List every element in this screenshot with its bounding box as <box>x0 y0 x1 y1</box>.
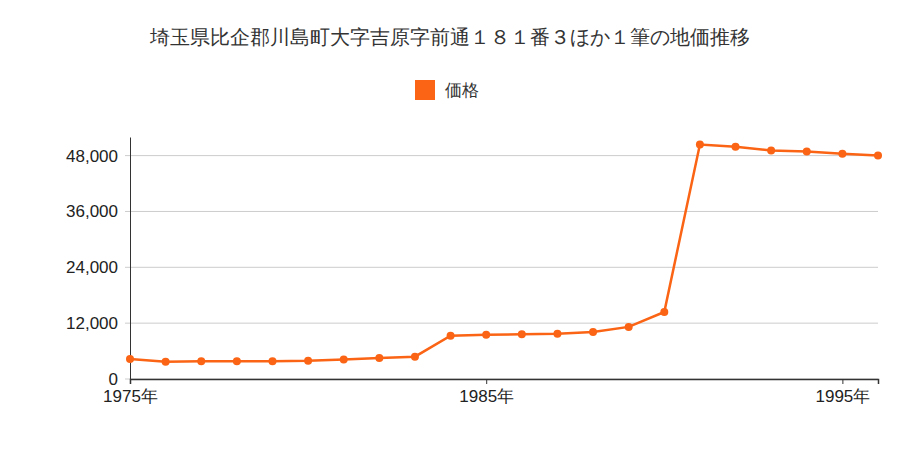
y-tick: 36,000 <box>66 202 130 221</box>
grid <box>125 156 878 379</box>
x-tick-label: 1995年 <box>815 387 870 406</box>
y-tick: 24,000 <box>66 258 130 277</box>
grid-line <box>125 211 878 212</box>
x-tick: 1985年 <box>459 379 514 406</box>
x-axis: 1975年 1985年 1995年 <box>103 379 878 406</box>
point <box>838 150 846 158</box>
point <box>874 152 882 160</box>
plot: 012,00024,00036,00048,0001975年1985年1995年 <box>66 138 882 407</box>
x-tick-label: 1985年 <box>459 387 514 406</box>
point <box>162 358 170 366</box>
point <box>803 147 811 155</box>
point <box>589 328 597 336</box>
point <box>696 140 704 148</box>
y-axis-line <box>130 138 131 380</box>
point <box>304 357 312 365</box>
y-tick-label: 48,000 <box>66 147 118 166</box>
grid-line <box>125 155 878 156</box>
x-axis-line <box>131 380 879 385</box>
point <box>411 353 419 361</box>
y-tick-label: 36,000 <box>66 202 118 221</box>
y-axis: 012,00024,00036,00048,000 <box>66 138 131 389</box>
line <box>130 144 878 361</box>
x-tick-label: 1975年 <box>103 387 158 406</box>
title: 埼玉県比企郡川島町大字吉原字前通１８１番３ほか１筆の地価推移 <box>149 26 750 48</box>
x-tick: 1995年 <box>815 379 870 406</box>
point <box>340 355 348 363</box>
point <box>660 308 668 316</box>
x-tick-mark <box>130 379 131 384</box>
point <box>732 143 740 151</box>
point <box>518 330 526 338</box>
x-tick-mark <box>842 379 843 384</box>
point <box>553 330 561 338</box>
point <box>447 332 455 340</box>
x-tick: 1975年 <box>103 379 158 406</box>
y-tick-label: 12,000 <box>66 314 118 333</box>
legend-swatch <box>415 80 435 100</box>
point <box>482 331 490 339</box>
y-tick-label: 24,000 <box>66 258 118 277</box>
chart: 埼玉県比企郡川島町大字吉原字前通１８１番３ほか１筆の地価推移012,00024,… <box>0 0 900 450</box>
y-tick: 48,000 <box>66 147 130 166</box>
marks <box>126 140 882 365</box>
point <box>268 357 276 365</box>
point <box>767 146 775 154</box>
grid-line <box>125 323 878 324</box>
grid-line <box>125 267 878 268</box>
point <box>375 354 383 362</box>
x-tick-mark <box>486 379 487 384</box>
legend-label: 価格 <box>445 81 479 100</box>
point <box>625 323 633 331</box>
point <box>197 357 205 365</box>
y-tick: 12,000 <box>66 314 130 333</box>
legend: 価格 <box>415 80 479 100</box>
point <box>233 357 241 365</box>
point <box>126 355 134 363</box>
